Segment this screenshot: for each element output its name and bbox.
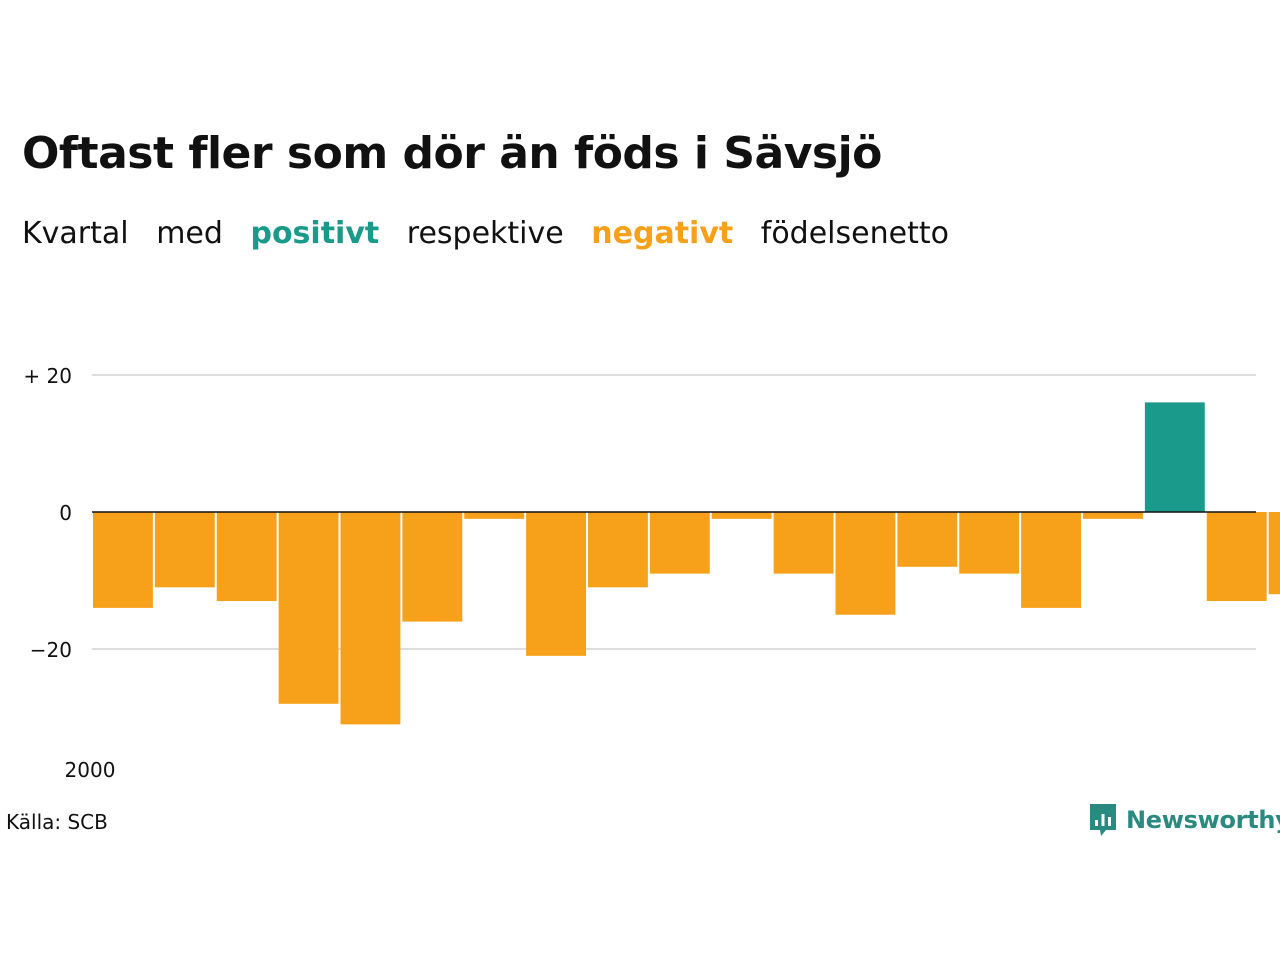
bar-negative (835, 512, 896, 615)
bar-negative (1021, 512, 1082, 608)
axis-labels: + 200−2020002005201020152020 (23, 364, 116, 782)
bar-negative (278, 512, 339, 704)
bars (93, 402, 1280, 725)
subtitle-word-med: med (156, 216, 223, 251)
subtitle-negative: negativt (591, 216, 734, 251)
y-tick-label: −20 (30, 638, 72, 662)
bar-negative (1083, 512, 1143, 519)
bar-negative (216, 512, 277, 602)
subtitle-word-kvartal: Kvartal (22, 216, 129, 251)
bar-negative (340, 512, 401, 725)
bar-negative (526, 512, 587, 656)
subtitle-positive: positivt (250, 216, 380, 251)
bar-negative (154, 512, 215, 588)
y-tick-label: 0 (59, 501, 72, 525)
bar-negative (1206, 512, 1267, 602)
source-note: Källa: SCB (6, 810, 108, 834)
bar-negative (897, 512, 958, 567)
bar-negative (93, 512, 153, 608)
newsworthy-logo-icon (1090, 804, 1116, 836)
x-tick-label: 2000 (65, 758, 116, 782)
bar-positive (1144, 402, 1205, 512)
bar-negative (1268, 512, 1280, 595)
subtitle-word-fodelsenetto: födelsenetto (760, 216, 949, 251)
chart-title: Oftast fler som dör än föds i Sävsjö (22, 128, 882, 179)
newsworthy-brand: Newsworthy (1126, 806, 1280, 834)
y-tick-label: + 20 (23, 364, 72, 388)
bar-chart: + 200−2020002005201020152020 (23, 364, 1280, 782)
bar-negative (588, 512, 648, 588)
chart-subtitle: Kvartal med positivt respektive negativt… (22, 216, 967, 251)
bar-negative (402, 512, 463, 622)
bar-negative (649, 512, 710, 574)
bar-negative (711, 512, 772, 519)
newsworthy-logo: Newsworthy (1088, 802, 1280, 838)
bar-negative (464, 512, 525, 519)
subtitle-word-respektive: respektive (406, 216, 564, 251)
bar-negative (959, 512, 1020, 574)
bar-negative (773, 512, 834, 574)
